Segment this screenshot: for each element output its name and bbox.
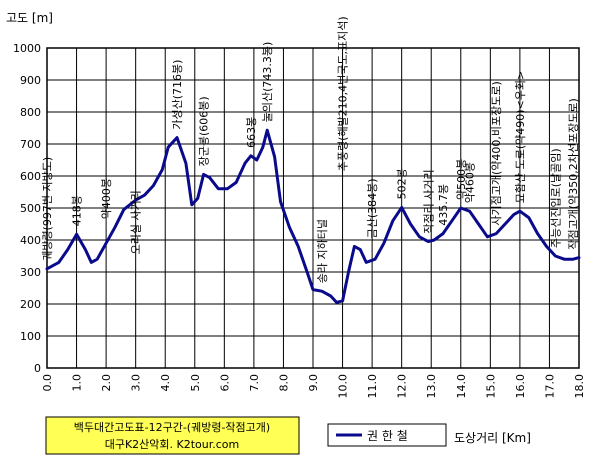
x-tick-labels: 0.0 1.0 2.0 3.0 4.0 5.0 6.0 7.0 8.0 9.0 10.0 11.0 12… [41,374,586,399]
x-tick-label-12: 12.0 [396,374,409,399]
annotation-10: 금산(384봉) [366,178,379,238]
annotation-4: 가성산(716봉) [171,60,184,130]
annotation-7: 눌의산(743.3봉) [261,42,274,123]
annotation-12: 작점리 사거리 [422,169,435,233]
x-tick-label-1: 1.0 [71,374,84,392]
x-axis-label: 도상거리 [Km] [454,431,531,445]
caption-box [45,416,300,455]
legend-box [327,423,447,447]
x-tick-label-8: 8.0 [277,374,290,392]
annotation-11: 502봉 [396,168,409,199]
legend: 권 한 철 [327,423,447,447]
annotation-19: 작점고개(약350,2차선포장도로) [566,98,580,249]
annotation-16: 사기점고개(약400,비포장도로) [489,81,503,225]
annotation-18: 주능선진입로(날골임) [549,148,562,248]
y-tick-label-8: 800 [20,106,41,119]
x-tick-label-7: 7.0 [248,374,261,392]
y-tick-label-5: 500 [20,202,41,215]
y-tick-label-7: 700 [20,138,41,151]
y-tick-label-9: 900 [20,74,41,87]
annotation-6: 663봉 [245,117,258,148]
x-tick-label-15: 15.0 [484,374,497,399]
x-tick-label-9: 9.0 [307,374,320,392]
x-tick-label-3: 3.0 [130,374,143,392]
y-tick-label-3: 300 [20,266,41,279]
x-tick-label-18: 18.0 [573,374,586,399]
annotation-3: 오리실 사거리 [130,190,143,254]
x-tick-label-17: 17.0 [543,374,556,399]
x-tick-label-16: 16.0 [514,374,527,399]
x-tick-label-13: 13.0 [425,374,438,399]
x-tick-label-10: 10.0 [337,374,350,399]
annotation-15: 약460봉 [463,162,477,203]
annotation-13: 435.7봉 [437,184,450,226]
y-tick-label-6: 600 [20,170,41,183]
chart-subtitle: 대구K2산악회. K2tour.com [105,438,240,451]
y-tick-label-2: 200 [20,298,41,311]
x-tick-label-14: 14.0 [455,374,468,399]
chart-title: 백두대간고도표-12구간-(궤방령-작점고개) [74,421,270,434]
y-tick-label-4: 400 [20,234,41,247]
annotations: 궤방령(997번 지방도) 418봉 약400봉 오리실 사거리 가성산(716봉) 장군… [41,16,580,283]
x-tick-label-0: 0.0 [41,374,54,392]
grid [46,47,580,369]
annotation-2: 약400봉 [99,178,113,219]
y-axis-label: 고도 [m] [6,11,53,25]
x-tick-label-2: 2.0 [100,374,113,392]
y-tick-label-0: 0 [34,362,41,375]
series-line [45,128,581,304]
annotation-8: 송라 지하터널 [315,219,329,283]
x-tick-label-6: 6.0 [218,374,231,392]
annotation-9: 추풍령(해발210,4번국도,표지석) [336,16,350,171]
x-tick-label-11: 11.0 [366,374,379,399]
annotation-1: 418봉 [71,195,84,226]
annotation-0: 궤방령(997번 지방도) [41,157,54,261]
plot-frame [46,47,580,369]
x-tick-label-4: 4.0 [159,374,172,392]
y-tick-label-1: 100 [20,330,41,343]
x-tick-label-5: 5.0 [189,374,202,392]
legend-label: 권 한 철 [367,429,408,443]
annotation-14: 약500봉 [454,159,468,200]
y-tick-labels: 0 100 200 300 400 500 600 700 800 900 1000 [13,42,41,375]
annotation-5: 장군봉(606봉) [198,96,211,166]
annotation-17: 묘함산 도로(약490)<우회> [513,71,527,203]
y-tick-label-10: 1000 [13,42,41,55]
